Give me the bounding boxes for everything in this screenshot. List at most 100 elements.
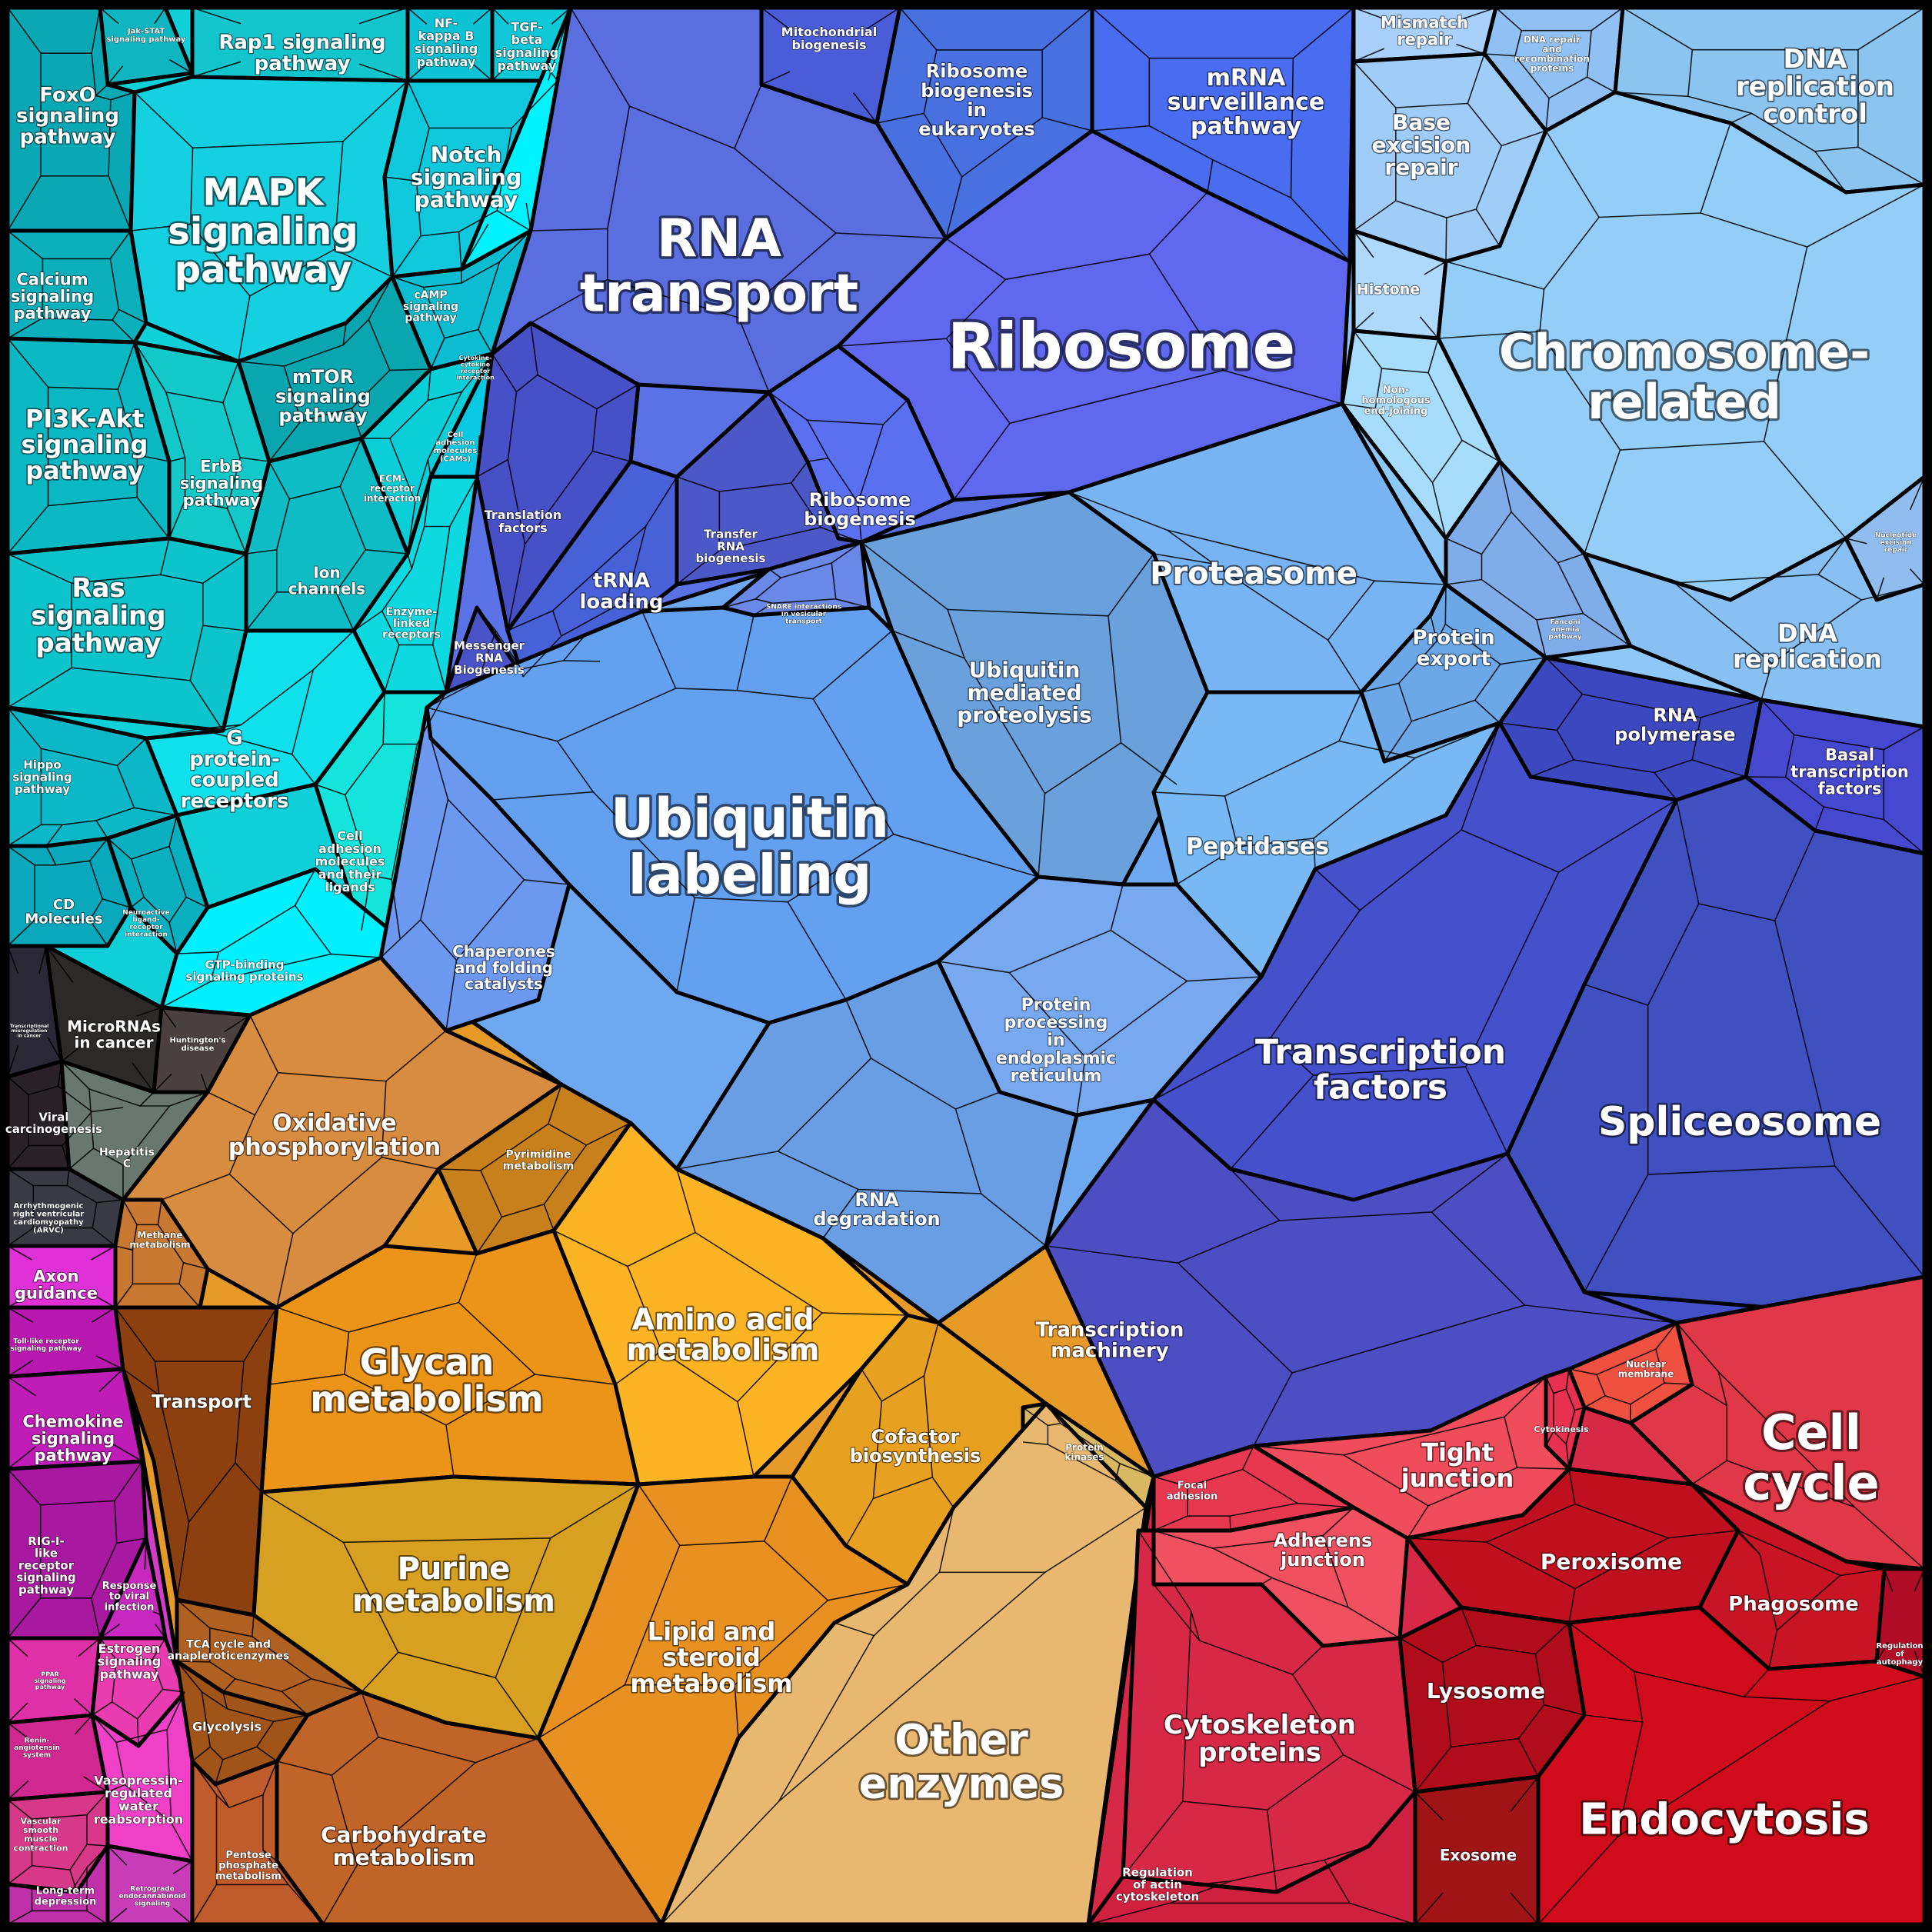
pathway-label-line: transport xyxy=(580,264,858,325)
protein-boundary xyxy=(1290,197,1351,262)
protein-boundary xyxy=(71,574,204,681)
protein-boundary xyxy=(1524,1304,1677,1324)
protein-boundary xyxy=(1834,1165,1925,1277)
protein-boundary xyxy=(176,1661,210,1663)
pathway-label-line: reabsorption xyxy=(94,1812,183,1827)
protein-boundary xyxy=(872,1374,934,1500)
protein-boundary xyxy=(1763,441,1847,539)
pathway-label-line: kappa B xyxy=(418,28,475,43)
pathway-cell-endocytosis[interactable] xyxy=(1536,1605,1927,1927)
protein-boundary xyxy=(738,317,770,393)
protein-boundary xyxy=(7,230,43,260)
pathway-label-line: channels xyxy=(288,580,365,598)
protein-boundary xyxy=(358,7,408,25)
protein-boundary xyxy=(551,7,571,25)
protein-boundary xyxy=(228,1071,387,1234)
pathway-label-line: Molecules xyxy=(25,911,102,928)
pathway-label-line: pathway xyxy=(14,305,92,323)
pathway-label-line: signaling xyxy=(98,1654,161,1669)
protein-boundary xyxy=(7,553,72,585)
protein-boundary xyxy=(334,248,393,278)
protein-boundary xyxy=(535,1374,616,1385)
pathway-label-purine: Purine metabolismPurine metabolism xyxy=(352,1551,555,1619)
protein-boundary xyxy=(1167,529,1376,641)
pathway-label-line: biogenesis xyxy=(804,508,916,530)
protein-boundary xyxy=(161,1173,230,1201)
pathway-cell-rnadeg[interactable] xyxy=(675,959,1079,1325)
pathway-label-line: factors xyxy=(1314,1068,1447,1108)
pathway-label-line: receptors xyxy=(181,790,289,813)
protein-boundary xyxy=(7,824,42,847)
protein-boundary xyxy=(1584,1174,1649,1293)
protein-boundary xyxy=(130,845,187,924)
pathway-label-line: in xyxy=(1047,1031,1064,1051)
pathway-label-line: Fanconi xyxy=(1550,619,1580,627)
protein-boundary xyxy=(45,845,57,866)
protein-boundary xyxy=(432,645,447,693)
protein-boundary xyxy=(641,611,677,689)
pathway-label-line: metabolism xyxy=(215,1870,281,1882)
pathway-label-line: mRNA xyxy=(1207,65,1286,92)
protein-boundary xyxy=(475,1737,539,1764)
pathway-label-line: signaling xyxy=(275,385,371,407)
protein-boundary xyxy=(1664,1382,1693,1385)
protein-boundary xyxy=(7,1307,34,1323)
pathway-label-line: anapleroticenzymes xyxy=(168,1650,290,1662)
pathway-label-line: signaling xyxy=(12,770,72,784)
protein-boundary xyxy=(1353,7,1385,20)
protein-boundary xyxy=(1568,1622,1635,1672)
pathway-label-mrna: mRNA surveillance pathwaymRNA surveillance… xyxy=(1168,65,1325,140)
protein-boundary xyxy=(201,1690,275,1760)
protein-boundary xyxy=(615,1350,662,1385)
pathway-label-autophagy: Regulation of autophagyRegulation of autop… xyxy=(1876,1642,1923,1667)
pathway-label-line: pathway xyxy=(35,628,161,659)
protein-boundary xyxy=(768,568,781,578)
protein-boundary xyxy=(152,1611,162,1616)
pathway-label-line: Other xyxy=(894,1716,1028,1764)
pathway-label-line: metabolism xyxy=(503,1160,574,1172)
protein-boundary xyxy=(1091,125,1150,132)
protein-boundary xyxy=(787,901,847,1001)
pathway-label-line: TCA cycle and xyxy=(186,1639,271,1651)
protein-boundary xyxy=(778,1571,1048,1803)
protein-boundary xyxy=(476,1216,503,1254)
pathway-cell-ribobio[interactable] xyxy=(767,344,956,545)
pathway-cell-actin[interactable] xyxy=(1086,1790,1417,1927)
protein-boundary xyxy=(1857,146,1925,185)
protein-boundary xyxy=(556,688,894,903)
pathway-label-cytoskel: Cytoskeleton proteinsCytoskeleton protein… xyxy=(1164,1710,1356,1768)
pathway-label-line: receptor xyxy=(461,368,491,375)
protein-boundary xyxy=(931,1477,954,1508)
protein-boundary xyxy=(95,1355,124,1370)
pathway-cell-chaperones[interactable] xyxy=(378,705,571,1033)
protein-boundary xyxy=(645,476,678,527)
protein-boundary xyxy=(761,71,791,85)
pathway-label-line: TGF- xyxy=(511,19,542,34)
protein-boundary xyxy=(424,476,431,527)
protein-boundary xyxy=(1691,1384,1727,1407)
pathway-label-line: Long-term xyxy=(36,1886,95,1897)
pathway-label-line: Ribosome xyxy=(809,489,911,511)
protein-boundary xyxy=(107,1907,128,1925)
pathway-label-line: Pyrimidine xyxy=(505,1149,571,1161)
protein-boundary xyxy=(1338,691,1362,741)
protein-boundary xyxy=(1199,1880,1231,1885)
protein-boundary xyxy=(154,1361,245,1524)
protein-boundary xyxy=(1041,7,1093,51)
pathway-label-line: Amino acid xyxy=(632,1302,814,1336)
protein-boundary xyxy=(676,476,720,492)
protein-boundary xyxy=(249,1014,279,1074)
protein-boundary xyxy=(524,879,570,885)
pathway-label-line: signaling xyxy=(16,1571,75,1584)
pathway-label-viral: Viral carcinogenesisViral carcinogenesis xyxy=(5,1110,102,1136)
pathway-label-line: Enzyme- xyxy=(386,606,438,618)
protein-boundary xyxy=(737,1401,754,1477)
protein-boundary xyxy=(160,538,170,575)
pathway-label-retro: Retrograde endocannabinoid signalingRetrog… xyxy=(118,1886,185,1908)
